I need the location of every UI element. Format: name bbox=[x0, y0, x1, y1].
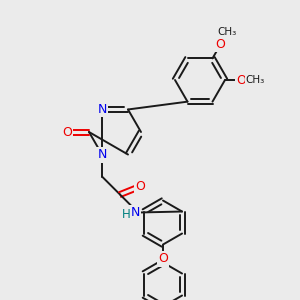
Text: CH₃: CH₃ bbox=[245, 75, 265, 85]
Text: N: N bbox=[97, 148, 107, 161]
Text: O: O bbox=[216, 38, 225, 51]
Text: O: O bbox=[158, 252, 168, 265]
Text: CH₃: CH₃ bbox=[218, 27, 237, 38]
Text: N: N bbox=[130, 206, 140, 219]
Text: H: H bbox=[122, 208, 130, 221]
Text: O: O bbox=[236, 74, 246, 86]
Text: N: N bbox=[97, 103, 107, 116]
Text: O: O bbox=[135, 180, 145, 193]
Text: O: O bbox=[62, 125, 72, 139]
